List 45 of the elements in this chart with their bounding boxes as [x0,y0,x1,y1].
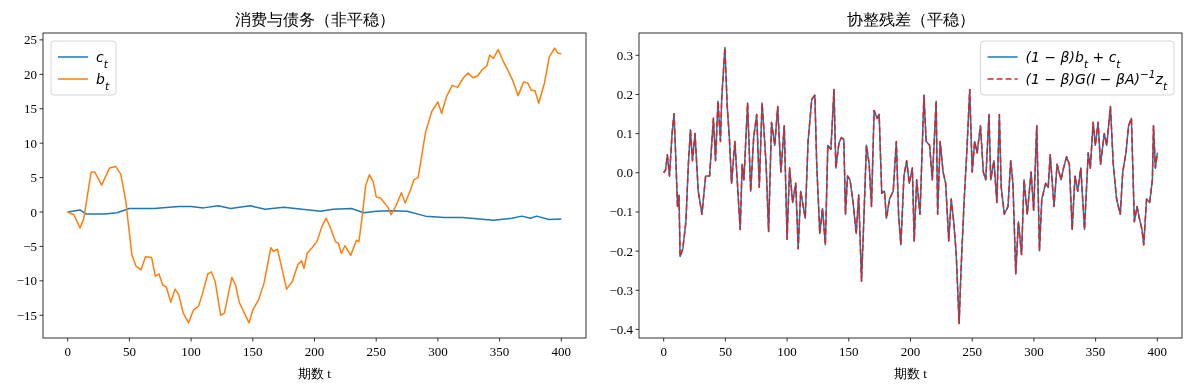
x-tick-label: 200 [900,344,921,359]
x-tick-label: 100 [777,344,797,359]
x-tick-label: 50 [122,344,136,359]
y-tick-label: 0.0 [616,165,633,181]
y-tick-label: −0.1 [609,204,633,220]
chart-title: 协整残差（平稳） [846,11,975,28]
y-tick-label: −15 [16,307,37,323]
legend-label: b$_{t}$ [96,71,110,92]
x-axis-title: 期数 t [298,366,332,381]
x-tick-label: 350 [489,344,510,359]
y-tick-label: −0.4 [609,321,634,337]
y-tick-label: −0.3 [609,282,633,298]
x-tick-label: 0 [64,344,71,359]
x-tick-label: 150 [243,344,263,359]
y-tick-label: −10 [16,273,37,289]
x-tick-label: 250 [962,344,982,359]
legend-label: c$_{t}$ [96,49,109,70]
x-tick-label: 150 [839,344,859,359]
legend-label: (1 − β)G(I − βA)$^{−1}$z$_{t}$ [1025,68,1168,92]
x-tick-label: 300 [428,344,448,359]
x-tick-label: 0 [660,344,667,359]
y-tick-label: 0.1 [616,126,633,142]
x-axis-title: 期数 t [894,366,928,381]
y-tick-label: −0.2 [609,243,633,259]
x-tick-label: 350 [1085,344,1106,359]
x-tick-label: 200 [304,344,325,359]
x-tick-label: 250 [366,344,386,359]
x-tick-label: 50 [718,344,732,359]
y-tick-label: 15 [24,101,37,117]
y-tick-label: −5 [23,238,37,254]
y-tick-label: 25 [24,32,37,48]
y-tick-label: 0.2 [616,86,633,102]
x-tick-label: 400 [1147,344,1168,359]
x-tick-label: 300 [1024,344,1044,359]
y-tick-label: 20 [24,66,37,82]
x-tick-label: 100 [181,344,201,359]
y-tick-label: 5 [30,170,37,186]
y-tick-label: 0.3 [616,47,633,63]
x-tick-label: 400 [551,344,572,359]
y-tick-label: 0 [30,204,37,220]
chart-title: 消费与债务（非平稳） [234,11,395,28]
legend-label: (1 − β)b$_{t}$ + c$_{t}$ [1025,49,1122,70]
line-series [66,47,563,324]
y-tick-label: 10 [24,135,37,151]
line-series [66,205,563,222]
